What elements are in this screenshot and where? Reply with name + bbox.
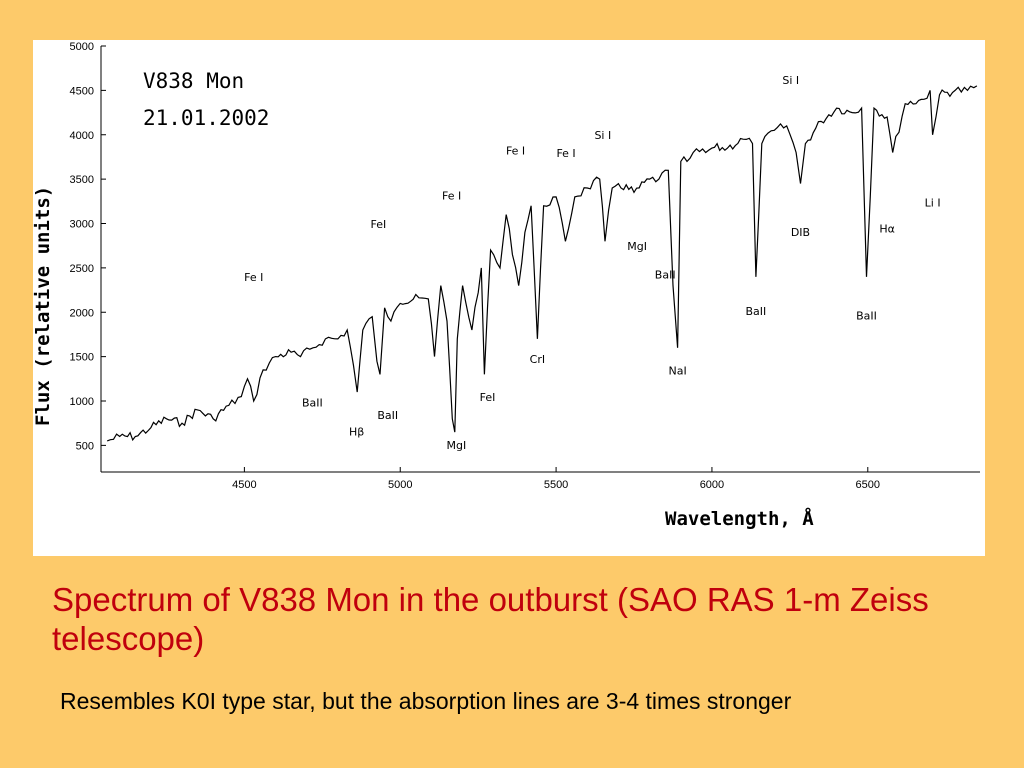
y-tick-label: 1500	[70, 352, 94, 364]
slide-subtitle: Resembles K0I type star, but the absorpt…	[60, 688, 792, 714]
line-label: Hα	[879, 222, 895, 235]
y-tick-label: 4500	[70, 85, 94, 97]
x-tick-label: 6500	[856, 479, 880, 491]
y-tick-label: 4000	[70, 130, 94, 142]
line-annotations: Fe I FeI Fe I Fe I Fe I Si I Si I BaII Hβ BaII MgI…	[244, 74, 940, 452]
line-label: Fe I	[244, 271, 263, 284]
line-label: Li I	[925, 197, 941, 210]
x-tick-label: 6000	[700, 479, 724, 491]
spectrum-line	[106, 85, 978, 442]
line-label: NaI	[669, 364, 687, 377]
line-label: BaII	[745, 305, 766, 318]
y-tick-label: 2500	[70, 263, 94, 275]
x-tick-label: 4500	[232, 479, 256, 491]
y-tick-label: 1000	[70, 396, 94, 408]
line-label: FeI	[371, 218, 387, 231]
line-label: BaII	[302, 396, 323, 409]
chart-panel: 500 1000 1500 2000 2500 3000 3500 4000 4500 5000 4…	[33, 40, 985, 556]
chart-date: 21.01.2002	[143, 106, 269, 130]
y-axis-label: Flux (relative units)	[33, 186, 54, 426]
line-label: MgI	[446, 439, 466, 452]
y-tick-label: 2000	[70, 307, 94, 319]
y-tick-label: 3500	[70, 174, 94, 186]
line-label: Fe I	[556, 147, 575, 160]
line-label: Hβ	[349, 426, 364, 439]
line-label: BaII	[655, 269, 676, 282]
slide-title: Spectrum of V838 Mon in the outburst (SA…	[52, 581, 929, 657]
line-label: BaII	[377, 409, 398, 422]
line-label: Fe I	[506, 144, 525, 157]
spectrum-chart: 500 1000 1500 2000 2500 3000 3500 4000 4500 5000 4…	[33, 41, 980, 530]
chart-title: V838 Mon	[143, 69, 244, 93]
line-label: DIB	[791, 226, 810, 239]
line-label: Si I	[594, 129, 611, 142]
y-tick-label: 500	[76, 440, 94, 452]
x-tick-label: 5500	[544, 479, 568, 491]
line-label: MgI	[627, 240, 647, 253]
line-label: CrI	[530, 353, 545, 366]
line-label: BaII	[856, 309, 877, 322]
y-tick-label: 3000	[70, 219, 94, 231]
line-label: Fe I	[442, 190, 461, 203]
line-label: Si I	[782, 74, 799, 87]
line-label: FeI	[480, 391, 496, 404]
x-axis-label: Wavelength, Å	[665, 506, 814, 530]
ticks: 500 1000 1500 2000 2500 3000 3500 4000 4500 5000 4…	[70, 41, 881, 491]
x-tick-label: 5000	[388, 479, 412, 491]
y-tick-label: 5000	[70, 41, 94, 53]
